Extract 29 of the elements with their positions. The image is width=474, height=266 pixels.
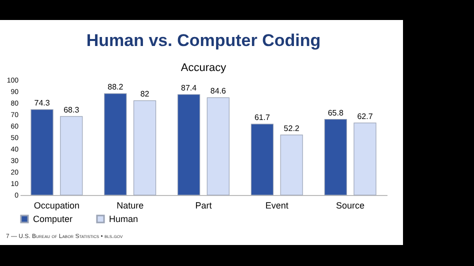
x-tick-label: Part xyxy=(195,200,212,210)
x-tick-label: Event xyxy=(265,200,289,210)
data-label: 61.7 xyxy=(254,113,271,122)
x-tick-label: Occupation xyxy=(34,200,80,210)
data-label: 87.4 xyxy=(181,83,198,92)
bar xyxy=(280,134,303,196)
chart-title: Human vs. Computer Coding xyxy=(86,31,321,50)
bar xyxy=(206,97,230,196)
bar xyxy=(324,119,347,196)
bar xyxy=(104,93,127,196)
bar xyxy=(250,124,274,196)
data-label: 88.2 xyxy=(108,82,124,92)
data-label: 82 xyxy=(140,90,150,99)
data-label: 65.8 xyxy=(328,108,344,118)
data-label: 62.7 xyxy=(357,112,374,121)
bar xyxy=(178,94,200,196)
data-label: 52.2 xyxy=(284,124,300,133)
chart-subtitle: Accuracy xyxy=(180,62,227,74)
bar xyxy=(354,122,376,196)
bar xyxy=(60,116,83,196)
data-label: 68.3 xyxy=(64,105,80,114)
legend-label: Human xyxy=(109,214,138,224)
data-label: 74.3 xyxy=(34,98,50,108)
bar xyxy=(30,109,54,196)
data-label: 84.6 xyxy=(210,86,227,96)
legend-label: Computer xyxy=(33,214,73,224)
x-tick-label: Nature xyxy=(116,200,144,210)
x-tick-label: Source xyxy=(336,200,365,210)
bar xyxy=(133,100,156,196)
